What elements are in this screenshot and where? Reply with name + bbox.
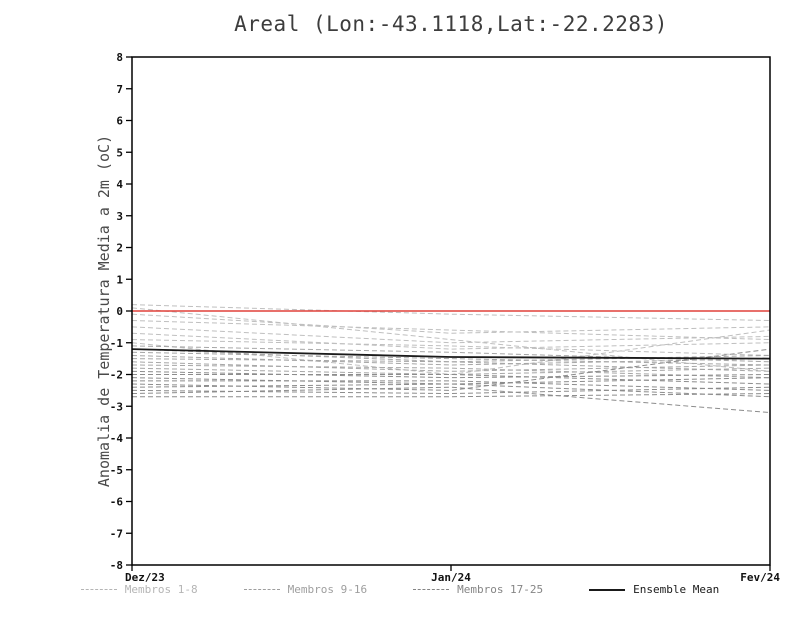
y-tick-label: -2	[110, 369, 123, 382]
member-line	[131, 313, 771, 334]
legend-sample-line	[243, 589, 280, 590]
y-tick-label: -4	[110, 432, 124, 445]
member-line	[132, 393, 771, 398]
x-tick-label: Fev/24	[740, 571, 780, 584]
member-line	[131, 354, 771, 366]
legend-label: Membros 9-16	[287, 583, 368, 596]
member-line	[131, 370, 771, 379]
y-tick-label: 4	[116, 178, 123, 191]
member-line	[131, 307, 771, 372]
y-tick-label: 8	[116, 51, 123, 64]
legend-label: Membros 1-8	[124, 583, 198, 596]
member-line	[131, 367, 771, 376]
member-line	[131, 386, 771, 414]
y-tick-label: 7	[116, 83, 123, 96]
y-tick-label: -5	[110, 464, 123, 477]
legend-sample-line	[80, 589, 117, 590]
y-tick-label: -7	[110, 527, 123, 540]
member-line	[131, 332, 771, 350]
member-line	[131, 345, 771, 363]
member-line	[131, 348, 771, 391]
y-tick-label: 5	[116, 146, 123, 159]
y-tick-label: -8	[110, 559, 123, 572]
y-tick-label: 0	[116, 305, 123, 318]
legend-sample-line	[589, 588, 626, 591]
member-line	[131, 304, 771, 322]
y-tick-label: 6	[116, 115, 123, 128]
member-line	[131, 358, 771, 372]
y-tick-label: 2	[116, 242, 123, 255]
y-tick-label: 1	[116, 273, 123, 286]
legend: Membros 1-8 Membros 9-16 Membros 17-25 Ense…	[0, 583, 800, 596]
legend-sample-line	[413, 589, 450, 590]
legend-label: Ensemble Mean	[633, 583, 720, 596]
y-tick-label: -1	[110, 337, 124, 350]
member-line	[131, 364, 771, 379]
y-tick-label: -3	[110, 400, 123, 413]
x-tick-label: Dez/23	[125, 571, 165, 584]
member-line	[131, 386, 771, 395]
legend-item: Membros 9-16	[243, 583, 368, 596]
member-line	[131, 339, 771, 356]
member-line	[131, 320, 771, 341]
legend-item: Ensemble Mean	[589, 583, 719, 596]
ensemble-mean-line	[131, 348, 771, 360]
legend-item: Membros 1-8	[80, 583, 198, 596]
member-line	[132, 374, 771, 385]
y-tick-label: 3	[116, 210, 123, 223]
y-tick-label: -6	[110, 496, 124, 509]
member-line	[131, 326, 771, 344]
legend-label: Membros 17-25	[457, 583, 544, 596]
member-line	[131, 377, 771, 385]
member-line	[131, 383, 771, 398]
legend-item: Membros 17-25	[413, 583, 543, 596]
chart-title: Areal (Lon:-43.1118,Lat:-22.2283)	[234, 12, 668, 36]
member-line	[132, 380, 771, 391]
member-line	[131, 351, 771, 366]
member-line	[131, 361, 771, 372]
x-tick-label: Jan/24	[431, 571, 471, 584]
